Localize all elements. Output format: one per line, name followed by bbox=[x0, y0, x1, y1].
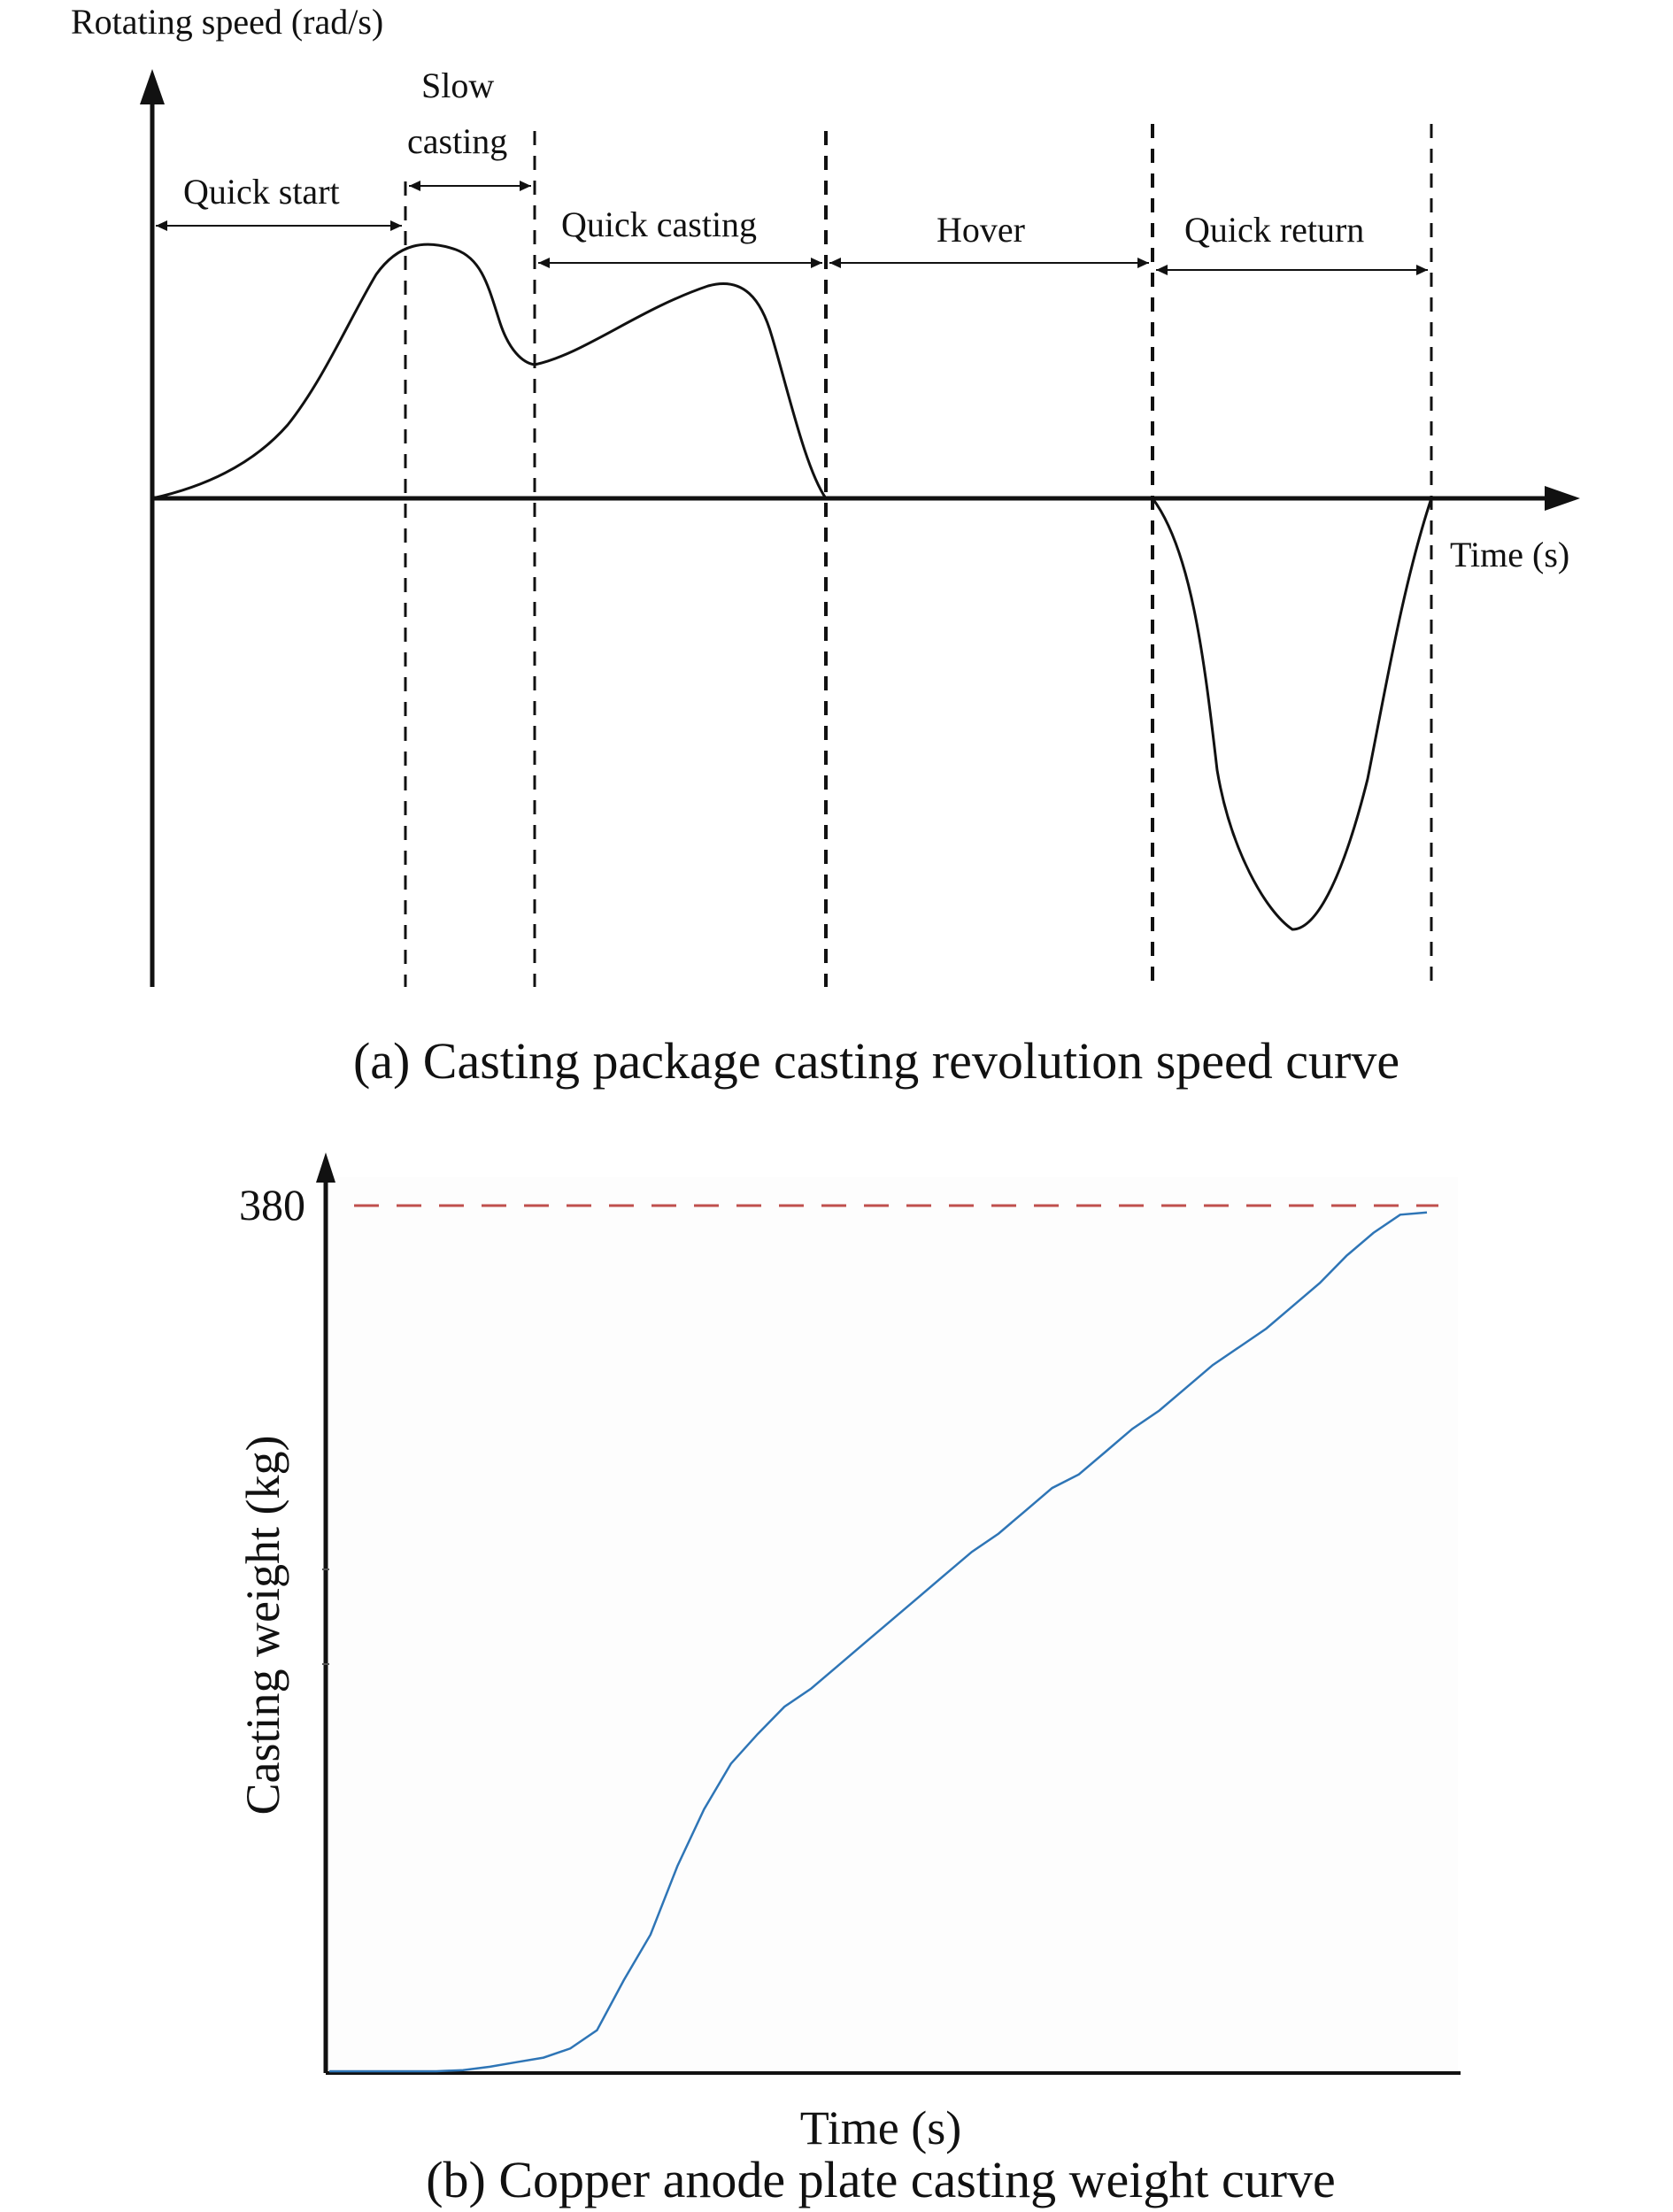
chart-a-phase-label-quick-casting: Quick casting bbox=[561, 204, 757, 244]
chart-a-phase-label-quick-return: Quick return bbox=[1184, 210, 1364, 250]
chart-a-phase-label-hover: Hover bbox=[937, 210, 1025, 250]
chart-a-x-axis-label: Time (s) bbox=[1450, 535, 1569, 574]
chart-b-weight-curve bbox=[329, 1211, 1428, 2073]
chart-a-phase-label-slow-line2: casting bbox=[407, 121, 507, 161]
chart-b-y-axis-label: Casting weight (kg) bbox=[236, 1436, 289, 1815]
chart-b-plot-area bbox=[329, 1177, 1458, 2076]
chart-a-y-axis-label: Rotating speed (rad/s) bbox=[71, 2, 383, 42]
chart-b: 380 Casting weight (kg) Time (s) (b) Cop… bbox=[236, 1152, 1461, 2208]
chart-a-caption: (a) Casting package casting revolution s… bbox=[353, 1032, 1399, 1090]
chart-a-x-axis-arrowhead bbox=[1545, 486, 1580, 511]
chart-b-y-axis-arrowhead bbox=[316, 1152, 335, 1183]
chart-a: Rotating speed (rad/s) Time (s) Quick st… bbox=[71, 2, 1580, 1090]
chart-a-phase-label-slow-line1: Slow bbox=[421, 66, 494, 105]
chart-b-caption: (b) Copper anode plate casting weight cu… bbox=[426, 2151, 1336, 2208]
chart-a-y-axis-arrowhead bbox=[140, 69, 165, 104]
chart-b-x-axis-label: Time (s) bbox=[800, 2101, 962, 2154]
chart-b-y-tick-380: 380 bbox=[239, 1180, 305, 1229]
chart-a-return-curve bbox=[1151, 497, 1433, 931]
chart-a-speed-curve bbox=[151, 243, 828, 500]
chart-a-phase-label-quick-start: Quick start bbox=[183, 172, 340, 212]
